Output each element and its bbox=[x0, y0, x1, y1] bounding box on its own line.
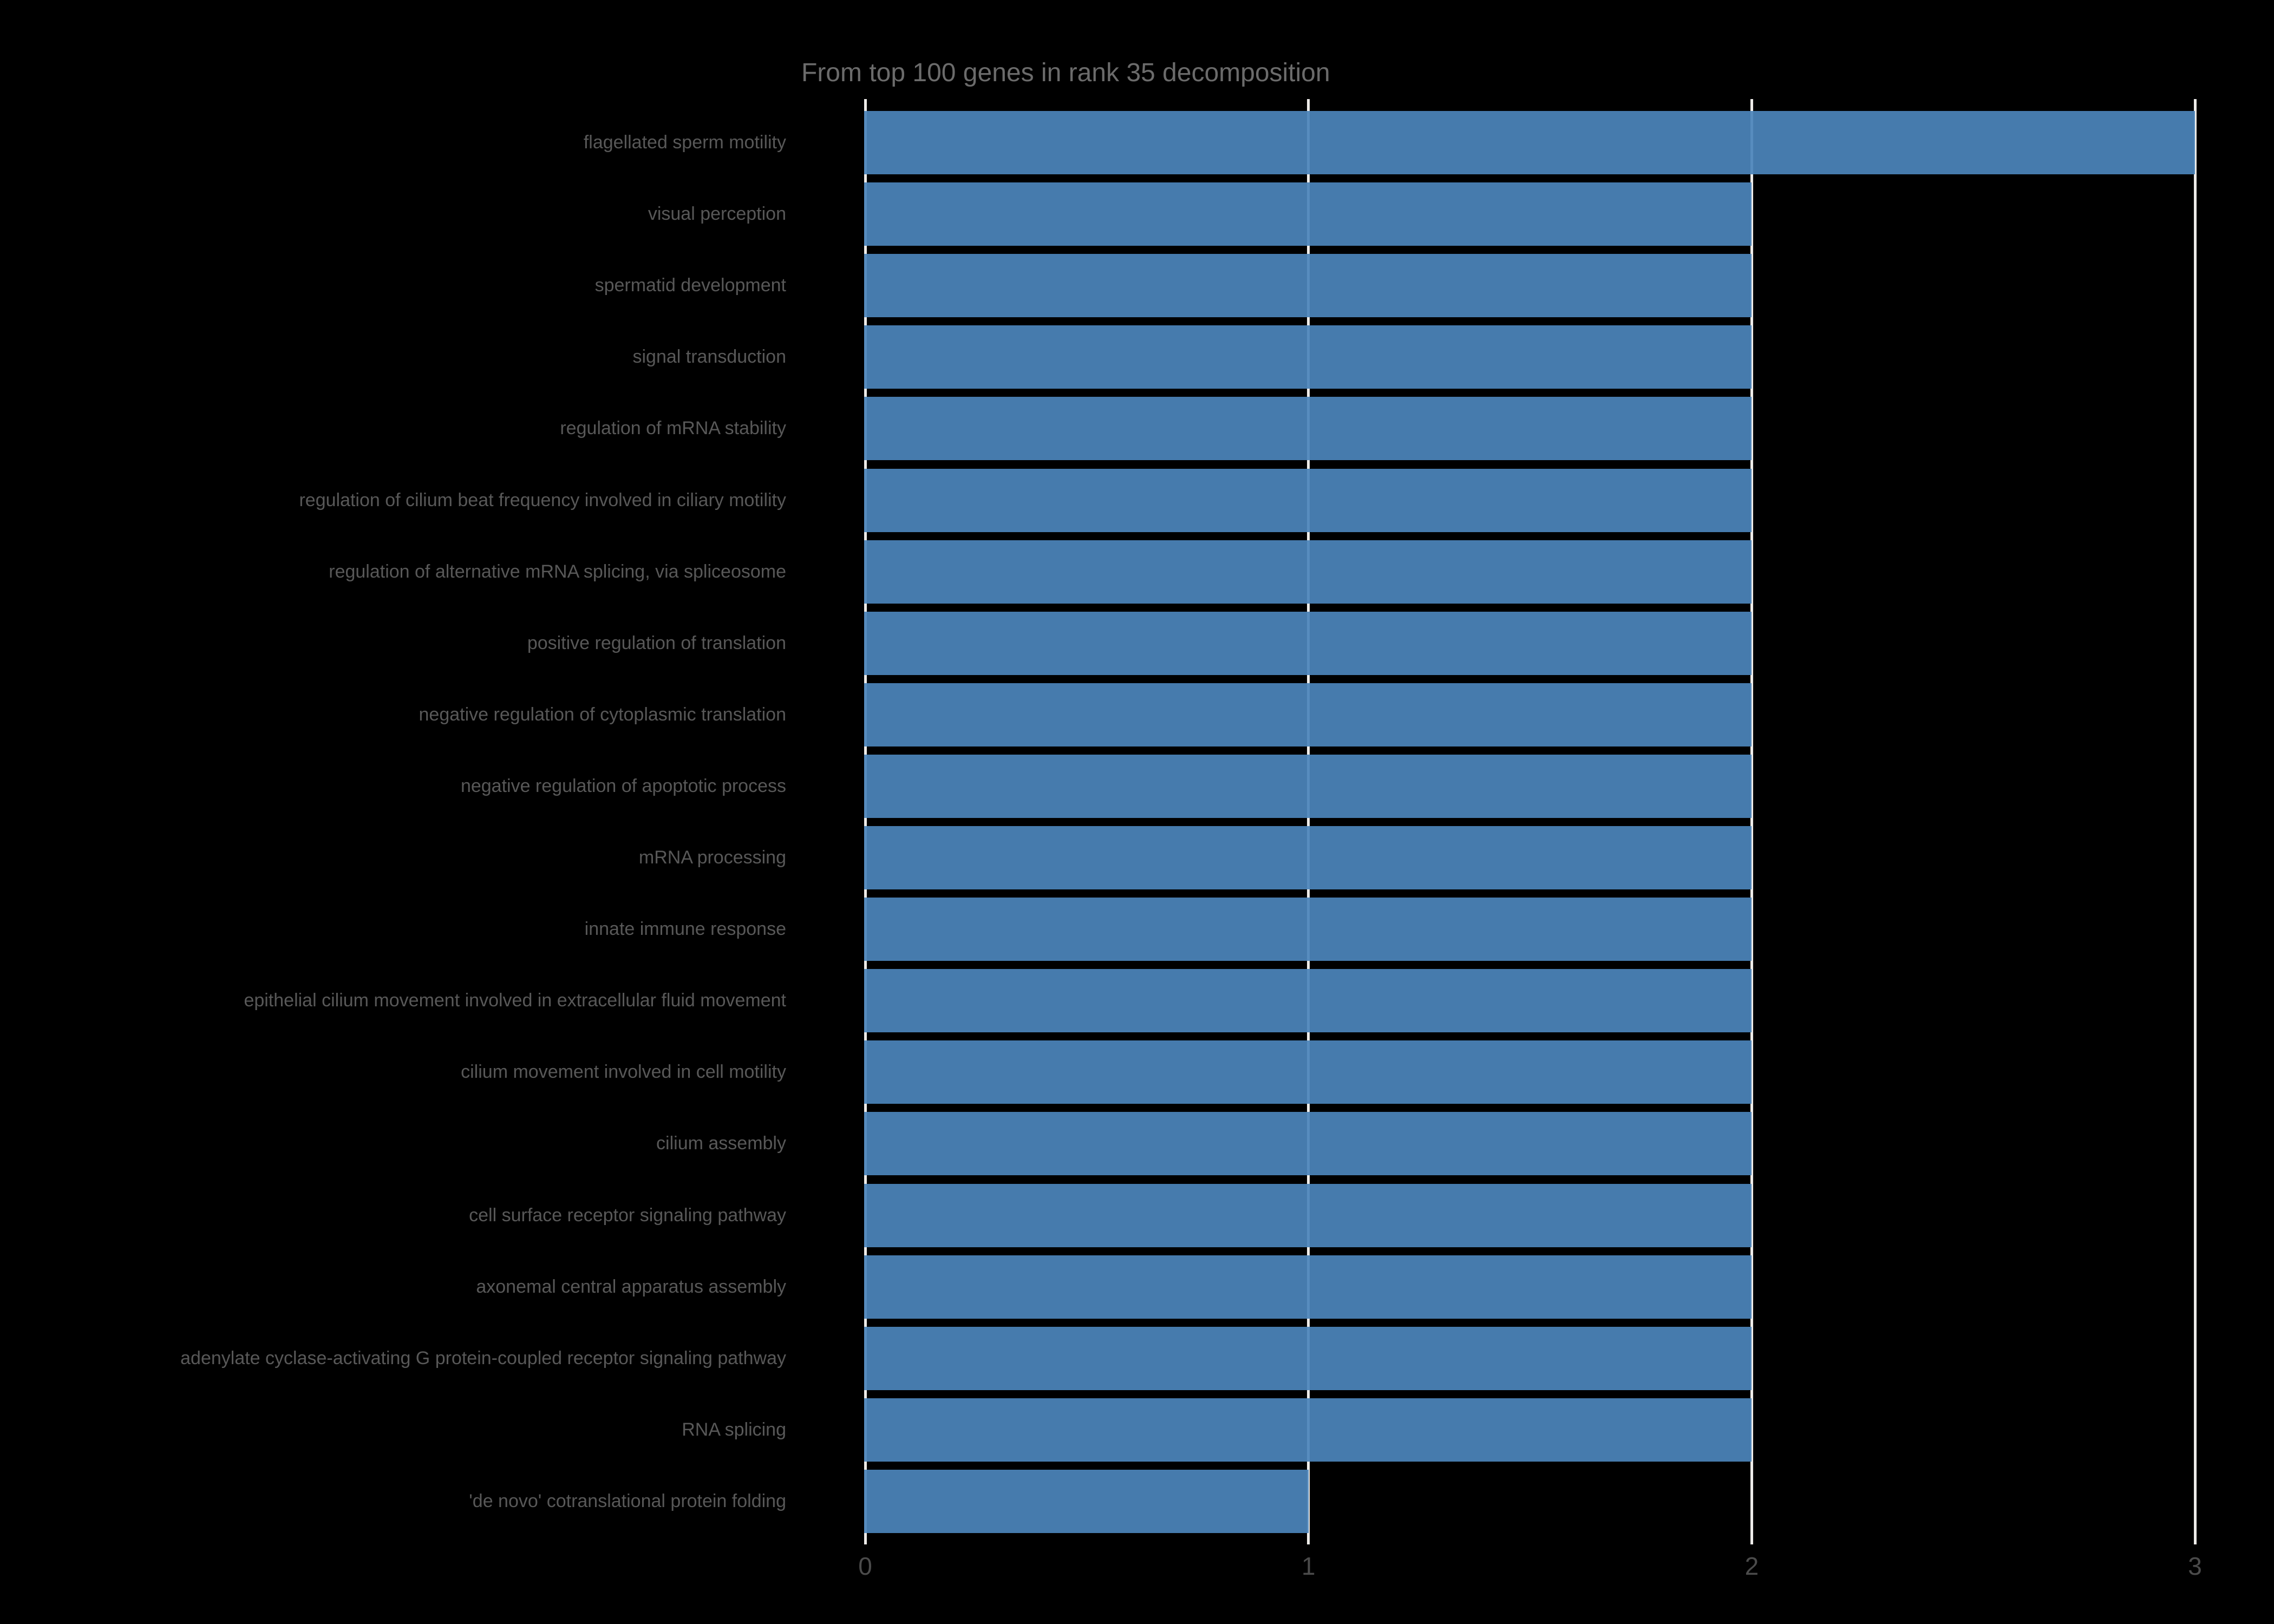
category-label: negative regulation of cytoplasmic trans… bbox=[419, 704, 787, 725]
category-label: positive regulation of translation bbox=[527, 632, 786, 653]
category-label: signal transduction bbox=[632, 346, 786, 368]
bar bbox=[864, 1469, 1309, 1533]
category-label: RNA splicing bbox=[682, 1419, 786, 1440]
bar bbox=[864, 683, 1752, 746]
category-label: mRNA processing bbox=[638, 847, 786, 868]
x-gridline-3 bbox=[2193, 99, 2197, 1544]
bar bbox=[864, 540, 1752, 604]
x-tick-label: 2 bbox=[1744, 1552, 1759, 1580]
x-gridline-0 bbox=[864, 99, 867, 1544]
category-label: cilium assembly bbox=[656, 1133, 786, 1154]
x-tick-label: 0 bbox=[858, 1552, 872, 1580]
bar bbox=[864, 1183, 1752, 1247]
x-tick-label: 1 bbox=[1301, 1552, 1316, 1580]
bar bbox=[864, 111, 2195, 174]
category-label: adenylate cyclase-activating G protein-c… bbox=[180, 1347, 786, 1368]
bar bbox=[864, 754, 1752, 818]
category-label: spermatid development bbox=[594, 275, 786, 296]
bar bbox=[864, 1255, 1752, 1319]
x-gridline-1 bbox=[1307, 99, 1310, 1544]
category-label: regulation of cilium beat frequency invo… bbox=[299, 489, 786, 510]
category-label: regulation of mRNA stability bbox=[560, 418, 786, 439]
bar bbox=[864, 254, 1752, 318]
category-label: axonemal central apparatus assembly bbox=[476, 1276, 786, 1297]
category-label: negative regulation of apoptotic process bbox=[460, 775, 786, 796]
category-label: cell surface receptor signaling pathway bbox=[469, 1204, 786, 1226]
category-label: cilium movement involved in cell motilit… bbox=[461, 1062, 786, 1083]
chart-title: From top 100 genes in rank 35 decomposit… bbox=[801, 58, 1330, 87]
category-label: flagellated sperm motility bbox=[583, 132, 786, 153]
bar bbox=[864, 468, 1752, 532]
x-gridline-2 bbox=[1750, 99, 1753, 1544]
bar bbox=[864, 1040, 1752, 1104]
bar bbox=[864, 1326, 1752, 1390]
category-label: visual perception bbox=[648, 204, 786, 225]
bar bbox=[864, 325, 1752, 389]
category-label: 'de novo' cotranslational protein foldin… bbox=[469, 1490, 786, 1511]
bar bbox=[864, 1398, 1752, 1462]
bar bbox=[864, 397, 1752, 461]
category-label: innate immune response bbox=[584, 919, 786, 940]
bar bbox=[864, 826, 1752, 889]
bar bbox=[864, 898, 1752, 961]
category-label: regulation of alternative mRNA splicing,… bbox=[329, 561, 786, 582]
x-tick-label: 3 bbox=[2188, 1552, 2202, 1580]
category-label: epithelial cilium movement involved in e… bbox=[244, 990, 786, 1011]
bar bbox=[864, 1112, 1752, 1176]
bar bbox=[864, 611, 1752, 675]
bar bbox=[864, 969, 1752, 1033]
bar bbox=[864, 182, 1752, 246]
